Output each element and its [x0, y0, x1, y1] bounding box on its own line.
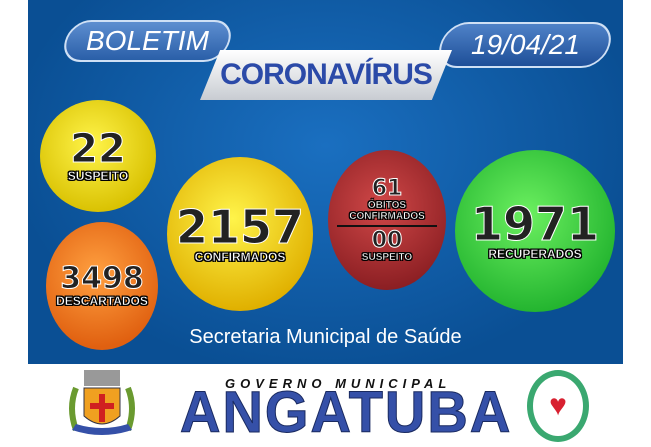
obitos-value: 61	[371, 175, 403, 201]
descartados-circle: 3498 DESCARTADOS	[46, 222, 158, 350]
confirmados-label: CONFIRMADOS	[194, 250, 286, 264]
date-label: 19/04/21	[433, 22, 617, 68]
obitos-suspeito-label: SUSPEITO	[361, 251, 413, 263]
city-crest-logo	[69, 370, 135, 435]
governo-municipal-text: GOVERNO MUNICIPAL	[225, 376, 452, 391]
title-banner: CORONAVÍRUS	[200, 50, 452, 100]
suspeito-value: 22	[70, 126, 127, 172]
descartados-value: 3498	[60, 261, 144, 296]
recuperados-value: 1971	[470, 197, 600, 251]
secretaria-text: Secretaria Municipal de Saúde	[189, 326, 462, 348]
suspeito-label: SUSPEITO	[67, 169, 129, 183]
santa-casa-seal-logo: ♥	[527, 370, 589, 442]
confirmados-value: 2157	[175, 200, 305, 254]
obitos-suspeito-value: 00	[371, 227, 403, 253]
divider	[337, 224, 437, 227]
obitos-label: ÓBITOS CONFIRMADOS	[349, 199, 425, 222]
suspeito-circle: 22 SUSPEITO	[40, 100, 156, 212]
descartados-label: DESCARTADOS	[56, 294, 148, 308]
obitos-circle: 61 ÓBITOS CONFIRMADOS 00 SUSPEITO	[328, 150, 446, 290]
confirmados-circle: 2157 CONFIRMADOS	[167, 157, 313, 311]
recuperados-circle: 1971 RECUPERADOS	[455, 150, 615, 312]
title: CORONAVÍRUS	[220, 58, 433, 91]
recuperados-label: RECUPERADOS	[488, 247, 582, 261]
angatuba-logo-text: ANGATUBA	[179, 378, 513, 445]
heart-icon: ♥	[549, 389, 567, 422]
boletim-label: BOLETIM	[59, 20, 236, 62]
